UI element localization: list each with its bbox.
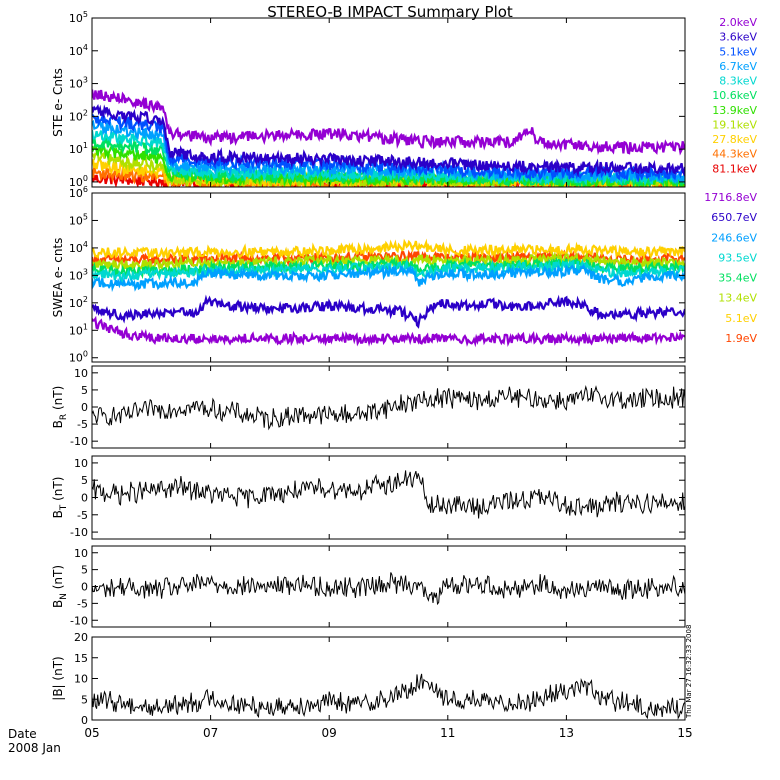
generated-timestamp: Thu Mar 27 16:32:33 2008 xyxy=(685,625,693,719)
x-tick-label: 05 xyxy=(84,726,99,740)
date-label: Date xyxy=(8,727,37,741)
panel-frame xyxy=(91,455,686,540)
series-line-6 xyxy=(92,673,685,720)
series-group xyxy=(92,470,685,519)
series-line-5 xyxy=(92,572,685,606)
chart-title: STEREO-B IMPACT Summary Plot xyxy=(267,3,513,21)
y-tick-label: 0 xyxy=(81,581,88,594)
panel-frame xyxy=(91,365,686,449)
legend-entry: 6.7keV xyxy=(719,60,757,73)
y-tick-label: 5 xyxy=(81,564,88,577)
y-tick-label: 5 xyxy=(81,693,88,706)
legend-entry: 246.6eV xyxy=(711,231,757,244)
y-tick-label: 20 xyxy=(74,631,88,644)
legend-entry: 35.4eV xyxy=(718,272,757,285)
series-line-650-7ev xyxy=(92,294,685,329)
legend-entry: 13.9keV xyxy=(712,104,757,117)
y-axis-label: BT (nT) xyxy=(51,477,69,519)
y-tick-label: 100 xyxy=(69,350,88,365)
y-tick-label: 15 xyxy=(74,652,88,665)
y-tick-label: 106 xyxy=(69,185,88,200)
y-tick-label: -10 xyxy=(70,614,88,627)
series-line-246-6ev xyxy=(92,263,685,293)
legend-entry: 3.6keV xyxy=(719,31,757,44)
y-tick-label: 0 xyxy=(81,714,88,727)
panel-3: -10 -5 0 5 10 BR (nT) xyxy=(51,365,686,449)
y-axis-label: |B| (nT) xyxy=(51,656,65,700)
x-tick-label: 13 xyxy=(559,726,574,740)
y-tick-label: 104 xyxy=(69,240,88,255)
y-axis-label: BN (nT) xyxy=(51,565,69,608)
y-tick-label: 5 xyxy=(81,384,88,397)
panel-2: 100 101 102 103 104 105 106 SWEA e- cnts 1716.8e… xyxy=(51,185,757,365)
y-tick-label: 103 xyxy=(69,267,88,282)
y-tick-label: 103 xyxy=(69,76,88,91)
x-tick-label: 09 xyxy=(322,726,337,740)
legend-entry: 93.5eV xyxy=(718,251,757,264)
y-tick-label: 102 xyxy=(69,108,88,123)
panel-frame xyxy=(91,545,686,628)
y-axis-label: SWEA e- cnts xyxy=(51,238,65,318)
series-line-2-0kev xyxy=(92,89,685,156)
y-tick-label: 10 xyxy=(74,547,88,560)
y-tick-label: -10 xyxy=(70,435,88,448)
legend-entry: 5.1keV xyxy=(719,45,757,58)
series-group xyxy=(92,384,685,431)
y-tick-label: 101 xyxy=(69,322,88,337)
y-tick-label: -5 xyxy=(77,509,88,522)
legend-entry: 10.6keV xyxy=(712,89,757,102)
y-tick-label: 10 xyxy=(74,367,88,380)
series-line-5-1kev xyxy=(92,112,685,183)
legend-entry: 44.3keV xyxy=(712,148,757,161)
y-axis-label: STE e- Cnts xyxy=(51,68,65,137)
y-tick-label: 102 xyxy=(69,295,88,310)
series-group xyxy=(92,572,685,606)
legend-entry: 650.7eV xyxy=(711,211,757,224)
series-line-3-6kev xyxy=(92,104,685,178)
panel-frame xyxy=(91,17,686,188)
series-line-13-4ev xyxy=(92,251,685,272)
panel-5: -10 -5 0 5 10 BN (nT) xyxy=(51,545,686,628)
panel-frame xyxy=(91,192,686,363)
y-tick-label: 10 xyxy=(74,457,88,470)
series-group xyxy=(92,89,685,187)
panel-6: 0 5 10 15 20 |B| (nT) xyxy=(51,631,686,727)
x-tick-label: 07 xyxy=(203,726,218,740)
series-group xyxy=(92,673,685,720)
panel-4: -10 -5 0 5 10 BT (nT) xyxy=(51,455,686,540)
y-tick-label: 5 xyxy=(81,474,88,487)
y-tick-label: -10 xyxy=(70,526,88,539)
legend-entry: 19.1keV xyxy=(712,118,757,131)
y-axis-label: BR (nT) xyxy=(51,386,69,429)
y-tick-label: 105 xyxy=(69,212,88,227)
series-line-93-5ev xyxy=(92,258,685,284)
y-tick-label: -5 xyxy=(77,418,88,431)
legend-entry: 8.3keV xyxy=(719,75,757,88)
y-tick-label: 101 xyxy=(69,141,88,156)
x-tick-label: 11 xyxy=(440,726,455,740)
y-tick-label: 105 xyxy=(69,10,88,25)
series-line-4 xyxy=(92,470,685,519)
series-line-5-1ev xyxy=(92,238,685,262)
series-group xyxy=(92,238,685,348)
legend-entry: 1.9eV xyxy=(725,332,757,345)
legend-entry: 27.8keV xyxy=(712,133,757,146)
series-line-1716-8ev xyxy=(92,315,685,348)
y-tick-label: 104 xyxy=(69,43,88,58)
legend-entry: 5.1eV xyxy=(725,312,757,325)
y-tick-label: -5 xyxy=(77,597,88,610)
legend-entry: 81.1keV xyxy=(712,162,757,175)
series-line-3 xyxy=(92,384,685,431)
y-tick-label: 0 xyxy=(81,401,88,414)
x-tick-label: 15 xyxy=(677,726,692,740)
panel-frame xyxy=(91,636,686,721)
y-tick-label: 0 xyxy=(81,492,88,505)
legend-entry: 1716.8eV xyxy=(704,191,757,204)
date-value: 2008 Jan xyxy=(8,741,61,755)
legend-entry: 13.4eV xyxy=(718,292,757,305)
legend-entry: 2.0keV xyxy=(719,16,757,29)
y-tick-label: 10 xyxy=(74,673,88,686)
